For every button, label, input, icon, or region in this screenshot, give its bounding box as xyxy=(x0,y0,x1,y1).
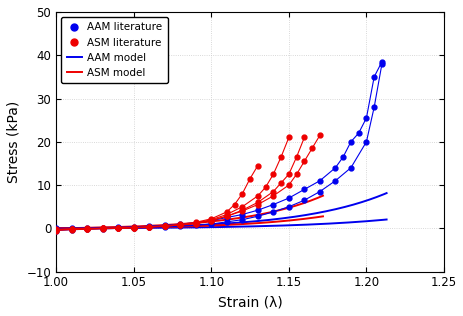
AAM literature xyxy=(115,226,121,229)
AAM literature xyxy=(270,203,275,206)
AAM literature xyxy=(378,60,384,64)
AAM literature xyxy=(239,213,244,216)
AAM literature xyxy=(84,226,90,230)
ASM literature xyxy=(115,226,121,230)
ASM literature xyxy=(316,133,322,137)
ASM literature xyxy=(309,146,314,150)
AAM literature xyxy=(355,131,361,135)
AAM literature xyxy=(193,221,198,225)
AAM literature xyxy=(340,155,345,159)
ASM literature xyxy=(162,224,167,228)
ASM literature xyxy=(131,226,136,230)
AAM literature xyxy=(177,222,182,226)
AAM literature xyxy=(363,116,369,120)
AAM literature xyxy=(162,223,167,227)
ASM literature xyxy=(146,225,152,229)
AAM literature xyxy=(370,75,376,79)
AAM literature xyxy=(286,196,291,200)
AAM literature xyxy=(301,187,307,191)
AAM literature xyxy=(146,224,152,228)
X-axis label: Strain (λ): Strain (λ) xyxy=(217,295,282,309)
AAM literature xyxy=(347,140,353,144)
ASM literature xyxy=(286,183,291,187)
Line: ASM literature: ASM literature xyxy=(54,133,322,232)
AAM literature xyxy=(332,166,338,170)
ASM literature xyxy=(100,227,105,230)
Line: AAM literature: AAM literature xyxy=(54,59,383,231)
ASM literature xyxy=(193,222,198,226)
ASM literature xyxy=(53,228,59,232)
ASM literature xyxy=(224,214,229,218)
AAM literature xyxy=(255,208,260,212)
AAM literature xyxy=(131,225,136,229)
AAM literature xyxy=(69,226,74,230)
ASM literature xyxy=(293,172,299,176)
AAM literature xyxy=(208,219,213,222)
ASM literature xyxy=(255,203,260,206)
Legend: AAM literature, ASM literature, AAM model, ASM model: AAM literature, ASM literature, AAM mode… xyxy=(61,17,167,83)
AAM literature xyxy=(100,226,105,230)
ASM literature xyxy=(239,209,244,213)
ASM literature xyxy=(301,159,307,163)
ASM literature xyxy=(270,194,275,198)
ASM literature xyxy=(69,227,74,231)
ASM literature xyxy=(177,223,182,227)
AAM literature xyxy=(53,227,59,230)
AAM literature xyxy=(316,179,322,183)
AAM literature xyxy=(224,216,229,219)
ASM literature xyxy=(208,219,213,222)
ASM literature xyxy=(84,227,90,231)
Y-axis label: Stress (kPa): Stress (kPa) xyxy=(7,101,21,183)
